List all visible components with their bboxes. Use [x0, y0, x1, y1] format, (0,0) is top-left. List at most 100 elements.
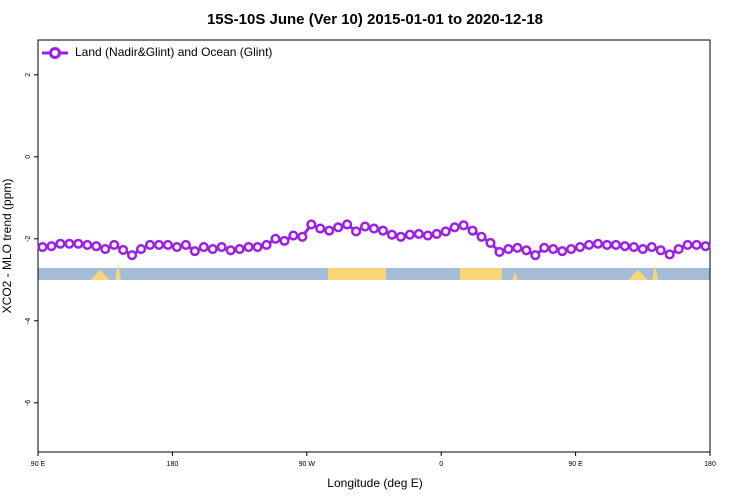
data-point	[655, 245, 666, 256]
data-point	[135, 244, 147, 255]
x-tick-label: 0	[439, 461, 443, 468]
data-point	[234, 244, 245, 255]
land-bit	[628, 270, 648, 280]
land-ocean-band	[38, 264, 710, 280]
data-point	[575, 241, 586, 253]
data-point	[646, 241, 657, 253]
data-point	[368, 223, 380, 234]
data-point	[333, 222, 344, 233]
data-point	[342, 219, 353, 230]
land-bit	[652, 265, 658, 280]
data-point	[682, 239, 693, 251]
data-point	[127, 250, 138, 261]
y-tick-label: -2	[25, 236, 32, 242]
data-point	[279, 235, 290, 246]
data-point	[610, 239, 621, 251]
data-point	[521, 245, 532, 256]
x-tick-label: 90 E	[31, 461, 46, 468]
data-point	[476, 231, 487, 242]
data-point	[359, 221, 371, 232]
y-tick-label: -4	[25, 318, 32, 324]
data-point	[628, 241, 639, 253]
land-band	[328, 268, 386, 280]
data-point	[592, 238, 604, 249]
data-point	[153, 239, 165, 251]
data-point	[109, 239, 120, 251]
data-point	[422, 230, 433, 241]
data-point	[252, 241, 263, 253]
data-point	[100, 244, 111, 255]
data-point	[503, 244, 514, 255]
data-point	[55, 238, 66, 249]
data-point	[82, 239, 93, 251]
data-point	[270, 233, 281, 244]
legend-label: Land (Nadir&Glint) and Ocean (Glint)	[75, 45, 272, 59]
data-point	[64, 238, 75, 249]
data-point	[243, 241, 254, 253]
data-point	[530, 250, 541, 261]
data-point	[198, 241, 209, 253]
data-point	[73, 238, 84, 249]
data-point	[351, 226, 362, 237]
land-band	[460, 268, 502, 280]
data-point	[46, 241, 57, 252]
legend-marker	[49, 47, 61, 59]
land-bit	[115, 264, 121, 280]
data-point	[261, 239, 272, 251]
data-point	[566, 244, 577, 255]
data-point	[37, 241, 48, 253]
y-tick-label: -6	[25, 400, 32, 406]
data-point	[180, 239, 191, 251]
data-point	[386, 229, 397, 240]
data-point	[324, 225, 335, 236]
data-point	[601, 239, 613, 251]
data-point	[297, 231, 308, 242]
data-point	[315, 223, 326, 234]
data-point	[467, 225, 478, 236]
data-point	[225, 245, 236, 256]
data-point	[700, 241, 711, 252]
chart-title: 15S-10S June (Ver 10) 2015-01-01 to 2020…	[207, 11, 543, 28]
data-point	[288, 230, 299, 241]
data-point	[207, 244, 218, 255]
data-point	[377, 225, 389, 236]
data-point	[664, 249, 675, 260]
land-bit	[512, 272, 518, 280]
y-tick-label: 2	[25, 73, 32, 77]
data-point	[458, 220, 469, 231]
data-point	[494, 246, 505, 257]
data-point	[583, 239, 595, 251]
x-axis-label: Longitude (deg E)	[327, 476, 422, 490]
legend: Land (Nadir&Glint) and Ocean (Glint)	[42, 45, 272, 59]
data-point	[637, 244, 648, 255]
data-point	[162, 239, 173, 251]
data-point	[619, 241, 630, 252]
data-point	[216, 241, 227, 253]
data-point	[548, 244, 559, 255]
data-point	[413, 228, 424, 239]
data-point	[144, 239, 156, 251]
data-point	[449, 222, 460, 233]
data-point	[485, 237, 496, 248]
data-point	[91, 241, 102, 252]
data-point	[512, 242, 523, 253]
data-point	[431, 228, 442, 239]
data-point	[395, 231, 406, 242]
x-tick-label: 180	[167, 461, 179, 468]
y-tick-label: 0	[25, 155, 32, 159]
data-point	[404, 229, 415, 240]
x-tick-label: 90 W	[299, 461, 316, 468]
y-axis-label: XCO2 - MLO trend (ppm)	[0, 179, 14, 314]
x-tick-label: 90 E	[568, 461, 583, 468]
data-point	[673, 244, 684, 255]
land-bit	[90, 270, 110, 280]
x-tick-label: 180	[704, 461, 716, 468]
data-point	[539, 242, 550, 253]
data-point	[691, 239, 702, 251]
data-point	[189, 246, 200, 257]
data-point	[171, 241, 182, 253]
data-point	[118, 244, 129, 255]
data-point	[306, 219, 317, 230]
